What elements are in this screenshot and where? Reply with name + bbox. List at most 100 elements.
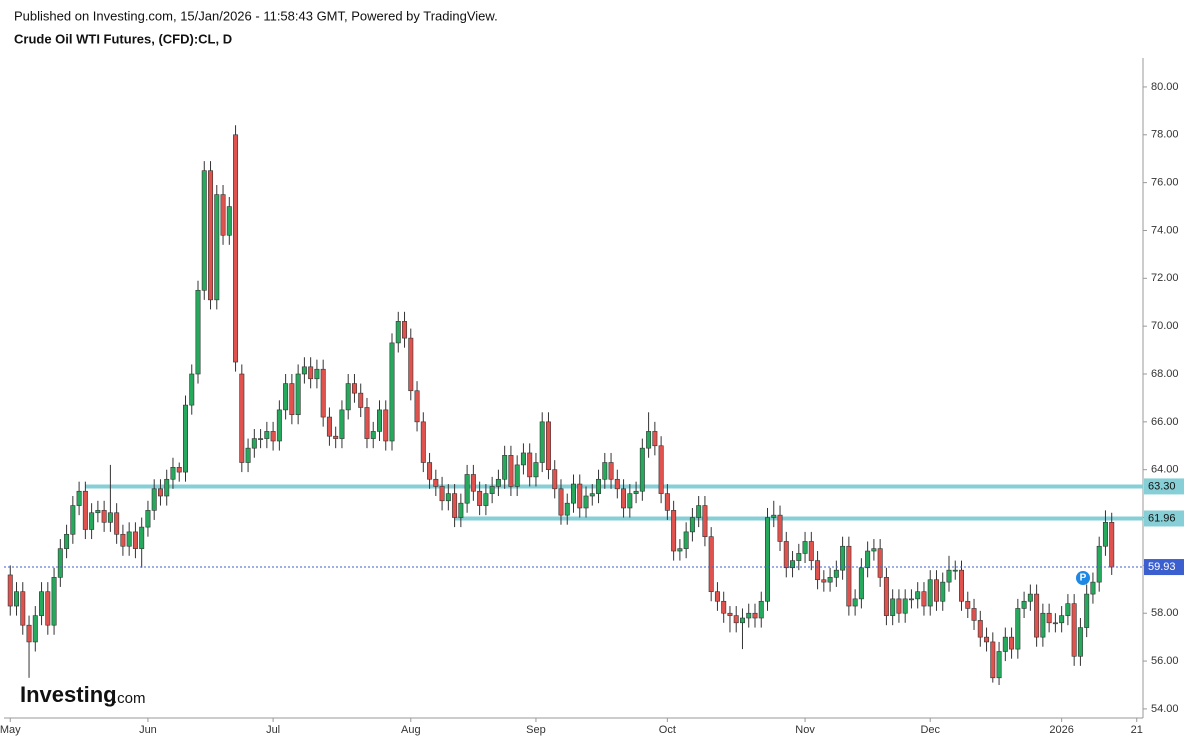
candle-body xyxy=(577,483,583,509)
candle-body xyxy=(833,569,839,578)
candle-body xyxy=(539,421,545,463)
logo-name: Investing xyxy=(20,682,117,707)
candle-body xyxy=(846,545,852,607)
candle-body xyxy=(746,612,752,619)
y-tick-label: 56.00 xyxy=(1151,655,1179,667)
candle-body xyxy=(714,591,720,602)
candle-body xyxy=(1109,522,1115,568)
candle-body xyxy=(245,447,251,463)
candle-body xyxy=(1034,593,1040,638)
candle-body xyxy=(477,490,483,506)
x-tick-label: May xyxy=(0,724,21,736)
y-tick-label: 64.00 xyxy=(1151,464,1179,476)
candle-body xyxy=(959,569,965,602)
candle-body xyxy=(852,598,858,607)
candle-body xyxy=(439,486,445,502)
candle-body xyxy=(89,512,95,530)
candle-body xyxy=(39,591,45,616)
candle-body xyxy=(402,321,408,339)
candle-body xyxy=(270,431,276,442)
candle-body xyxy=(696,505,702,518)
candle-body xyxy=(921,591,927,607)
candle-body xyxy=(639,447,645,492)
candle-body xyxy=(796,553,802,561)
candle-body xyxy=(658,445,664,494)
candle-body xyxy=(1015,608,1021,650)
y-tick-label: 74.00 xyxy=(1151,224,1179,236)
candle-body xyxy=(464,474,470,504)
candle-body xyxy=(26,624,32,643)
candle-body xyxy=(646,431,652,449)
candle-body xyxy=(489,486,495,494)
candle-body xyxy=(1002,636,1008,652)
candle-body xyxy=(558,488,564,516)
candle-body xyxy=(771,514,777,518)
candle-body xyxy=(51,577,57,626)
candle-body xyxy=(996,651,1002,679)
x-tick-label: 21 xyxy=(1131,724,1143,736)
candle-body xyxy=(14,591,20,607)
candle-body xyxy=(952,569,958,572)
candle-body xyxy=(777,514,783,542)
candle-body xyxy=(527,452,533,478)
x-tick-label: Aug xyxy=(401,724,421,736)
y-tick-label: 72.00 xyxy=(1151,272,1179,284)
candle-body xyxy=(32,615,38,643)
candle-body xyxy=(514,464,520,487)
candle-body xyxy=(946,569,952,583)
y-tick-label: 78.00 xyxy=(1151,129,1179,141)
candle-body xyxy=(377,409,382,432)
candle-body xyxy=(427,462,433,480)
candle-body xyxy=(220,194,226,236)
level-label: 61.96 xyxy=(1148,512,1176,524)
x-tick-label: Dec xyxy=(920,724,940,736)
candle-body xyxy=(445,493,451,502)
candle-body xyxy=(351,383,357,394)
candle-body xyxy=(965,600,971,609)
candle-body xyxy=(552,469,558,490)
candle-body xyxy=(157,488,163,497)
candle-body xyxy=(151,488,157,511)
candle-body xyxy=(940,581,946,602)
candle-body xyxy=(82,490,88,530)
candle-body xyxy=(627,493,633,509)
candle-body xyxy=(189,373,195,406)
x-tick-label: 2026 xyxy=(1049,724,1073,736)
candle-body xyxy=(564,502,570,516)
x-tick-label: Sep xyxy=(526,724,546,736)
candle-body xyxy=(727,612,733,616)
candle-body xyxy=(95,510,101,514)
candle-body xyxy=(70,505,76,535)
candle-body xyxy=(664,493,670,511)
candle-body xyxy=(420,421,426,463)
candle-body xyxy=(483,493,489,506)
candle-body xyxy=(408,337,414,392)
candle-body xyxy=(57,548,63,578)
candle-body xyxy=(977,620,983,638)
candle-body xyxy=(7,574,13,607)
candle-body xyxy=(971,608,977,621)
candle-body xyxy=(545,421,551,470)
candle-body xyxy=(283,383,289,411)
candle-body xyxy=(251,438,257,449)
candle-body xyxy=(370,431,376,439)
y-tick-label: 70.00 xyxy=(1151,320,1179,332)
candle-body xyxy=(1046,612,1052,624)
candle-body xyxy=(182,404,188,473)
candle-body xyxy=(671,510,677,552)
candle-body xyxy=(170,467,176,480)
published-note: Published on Investing.com, 15/Jan/2026 … xyxy=(14,8,498,23)
candle-body xyxy=(101,510,107,523)
candle-body xyxy=(871,548,877,552)
candle-body xyxy=(840,545,846,571)
candle-body xyxy=(308,366,314,380)
candle-body xyxy=(145,510,151,528)
y-tick-label: 76.00 xyxy=(1151,177,1179,189)
candle-body xyxy=(733,615,739,624)
candle-body xyxy=(1021,600,1027,609)
y-tick-label: 80.00 xyxy=(1151,81,1179,93)
annotation-marker xyxy=(1076,571,1090,585)
candle-body xyxy=(314,368,320,380)
candle-body xyxy=(76,490,82,506)
